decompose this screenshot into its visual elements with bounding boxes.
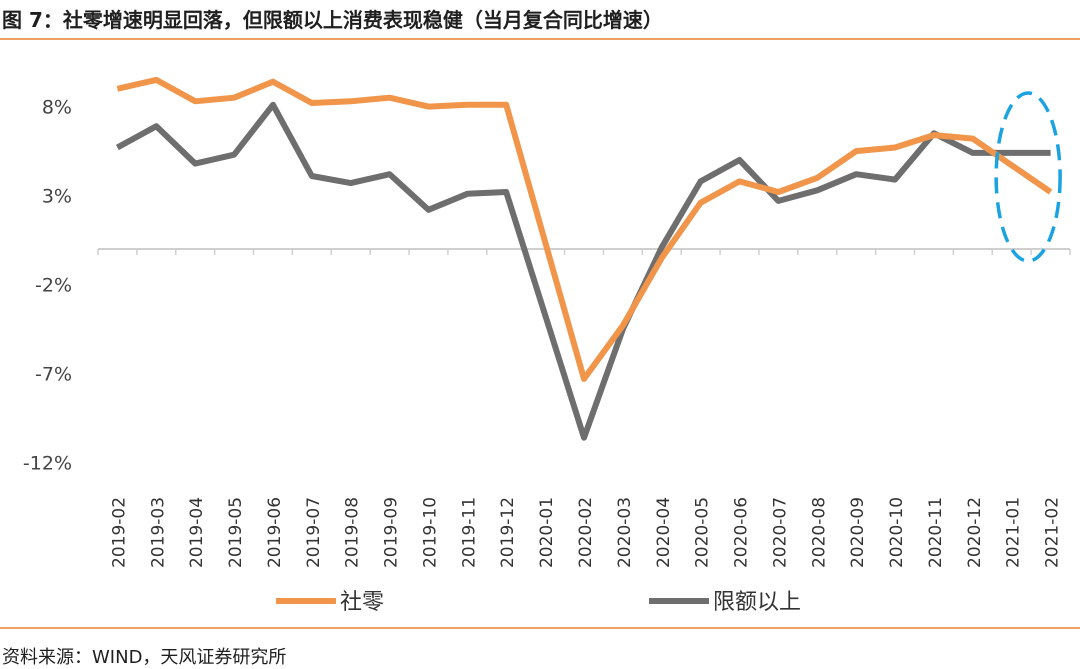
y-tick-label: -7% bbox=[35, 364, 72, 386]
x-tick-label: 2019-08 bbox=[343, 497, 363, 568]
series-line-xianeyishang bbox=[115, 101, 1051, 441]
bottom-rule bbox=[0, 627, 1080, 629]
y-tick-label: -2% bbox=[35, 275, 72, 297]
x-tick-label: 2019-05 bbox=[226, 497, 246, 568]
chart-title: 图 7：社零增速明显回落，但限额以上消费表现稳健（当月复合同比增速） bbox=[2, 8, 663, 32]
x-tick-label: 2019-11 bbox=[459, 497, 479, 568]
x-tick-label: 2020-06 bbox=[732, 497, 752, 568]
x-tick-label: 2019-09 bbox=[382, 497, 402, 568]
x-tick-label: 2020-05 bbox=[693, 497, 713, 568]
x-tick-label: 2019-02 bbox=[109, 497, 129, 568]
y-tick-label: 8% bbox=[42, 97, 72, 119]
x-tick-label: 2020-11 bbox=[926, 497, 946, 568]
x-tick-label: 2020-09 bbox=[848, 497, 868, 568]
legend-label: 限额以上 bbox=[713, 590, 801, 615]
x-tick-label: 2021-01 bbox=[1004, 497, 1024, 568]
x-tick-label: 2019-04 bbox=[187, 497, 207, 568]
x-tick-label: 2019-03 bbox=[148, 497, 168, 568]
series-line-shelin bbox=[116, 76, 1053, 382]
x-tick-label: 2020-12 bbox=[965, 497, 985, 568]
y-tick-label: -12% bbox=[23, 453, 72, 475]
x-tick-label: 2019-12 bbox=[498, 497, 518, 568]
x-tick-label: 2019-10 bbox=[420, 497, 440, 568]
x-tick-label: 2020-01 bbox=[537, 497, 557, 568]
x-tick-label: 2020-08 bbox=[809, 497, 829, 568]
x-tick-label: 2020-04 bbox=[654, 497, 674, 568]
top-rule bbox=[0, 38, 1080, 40]
x-tick-label: 2020-02 bbox=[576, 497, 596, 568]
y-tick-label: 3% bbox=[42, 186, 72, 208]
x-tick-label: 2020-03 bbox=[615, 497, 635, 568]
x-tick-label: 2019-07 bbox=[304, 497, 324, 568]
x-tick-label: 2021-02 bbox=[1043, 497, 1063, 568]
x-tick-label: 2020-10 bbox=[887, 497, 907, 568]
highlight-ellipse bbox=[994, 91, 1062, 263]
legend-label: 社零 bbox=[340, 590, 384, 615]
x-tick-label: 2020-07 bbox=[770, 497, 790, 568]
x-tick-label: 2019-06 bbox=[265, 497, 285, 568]
source-note: 资料来源：WIND，天风证券研究所 bbox=[2, 647, 287, 668]
